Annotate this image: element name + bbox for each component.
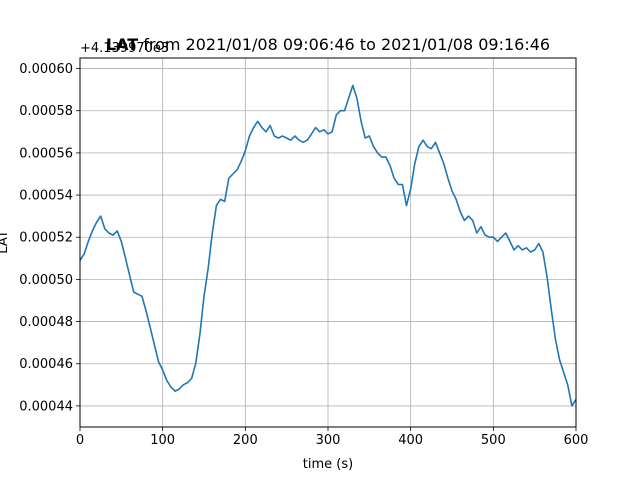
y-tick-label: 0.00044 [19,399,73,414]
y-tick-label: 0.00050 [19,273,73,288]
y-tick-label: 0.00046 [19,357,73,372]
x-tick-label: 200 [233,433,258,448]
y-tick-label: 0.00048 [19,315,73,330]
x-tick-label: 0 [76,433,84,448]
x-tick-label: 300 [316,433,341,448]
x-axis-ticks: 0 100 200 300 400 500 600 [76,427,589,448]
data-line-layer [79,84,577,407]
lat-series-line [79,84,577,407]
x-axis-label: time (s) [303,457,353,472]
x-tick-label: 400 [398,433,423,448]
y-tick-label: 0.00058 [19,104,73,119]
chart-title-variable: LAT [106,35,138,54]
y-axis-label: LAT [0,230,11,253]
x-tick-label: 600 [564,433,589,448]
chart-title: LAT from 2021/01/08 09:06:46 to 2021/01/… [106,35,550,54]
y-tick-label: 0.00054 [19,189,73,204]
y-offset-label: +4.139970e3 [80,41,169,56]
y-tick-label: 0.00060 [19,62,73,77]
y-tick-label: 0.00052 [19,231,73,246]
y-tick-label: 0.00056 [19,146,73,161]
x-tick-label: 100 [150,433,175,448]
chart-title-range: from 2021/01/08 09:06:46 to 2021/01/08 0… [138,35,550,54]
y-axis-ticks: 0.00044 0.00046 0.00048 0.00050 0.00052 0.000… [19,62,80,414]
x-tick-label: 500 [481,433,506,448]
